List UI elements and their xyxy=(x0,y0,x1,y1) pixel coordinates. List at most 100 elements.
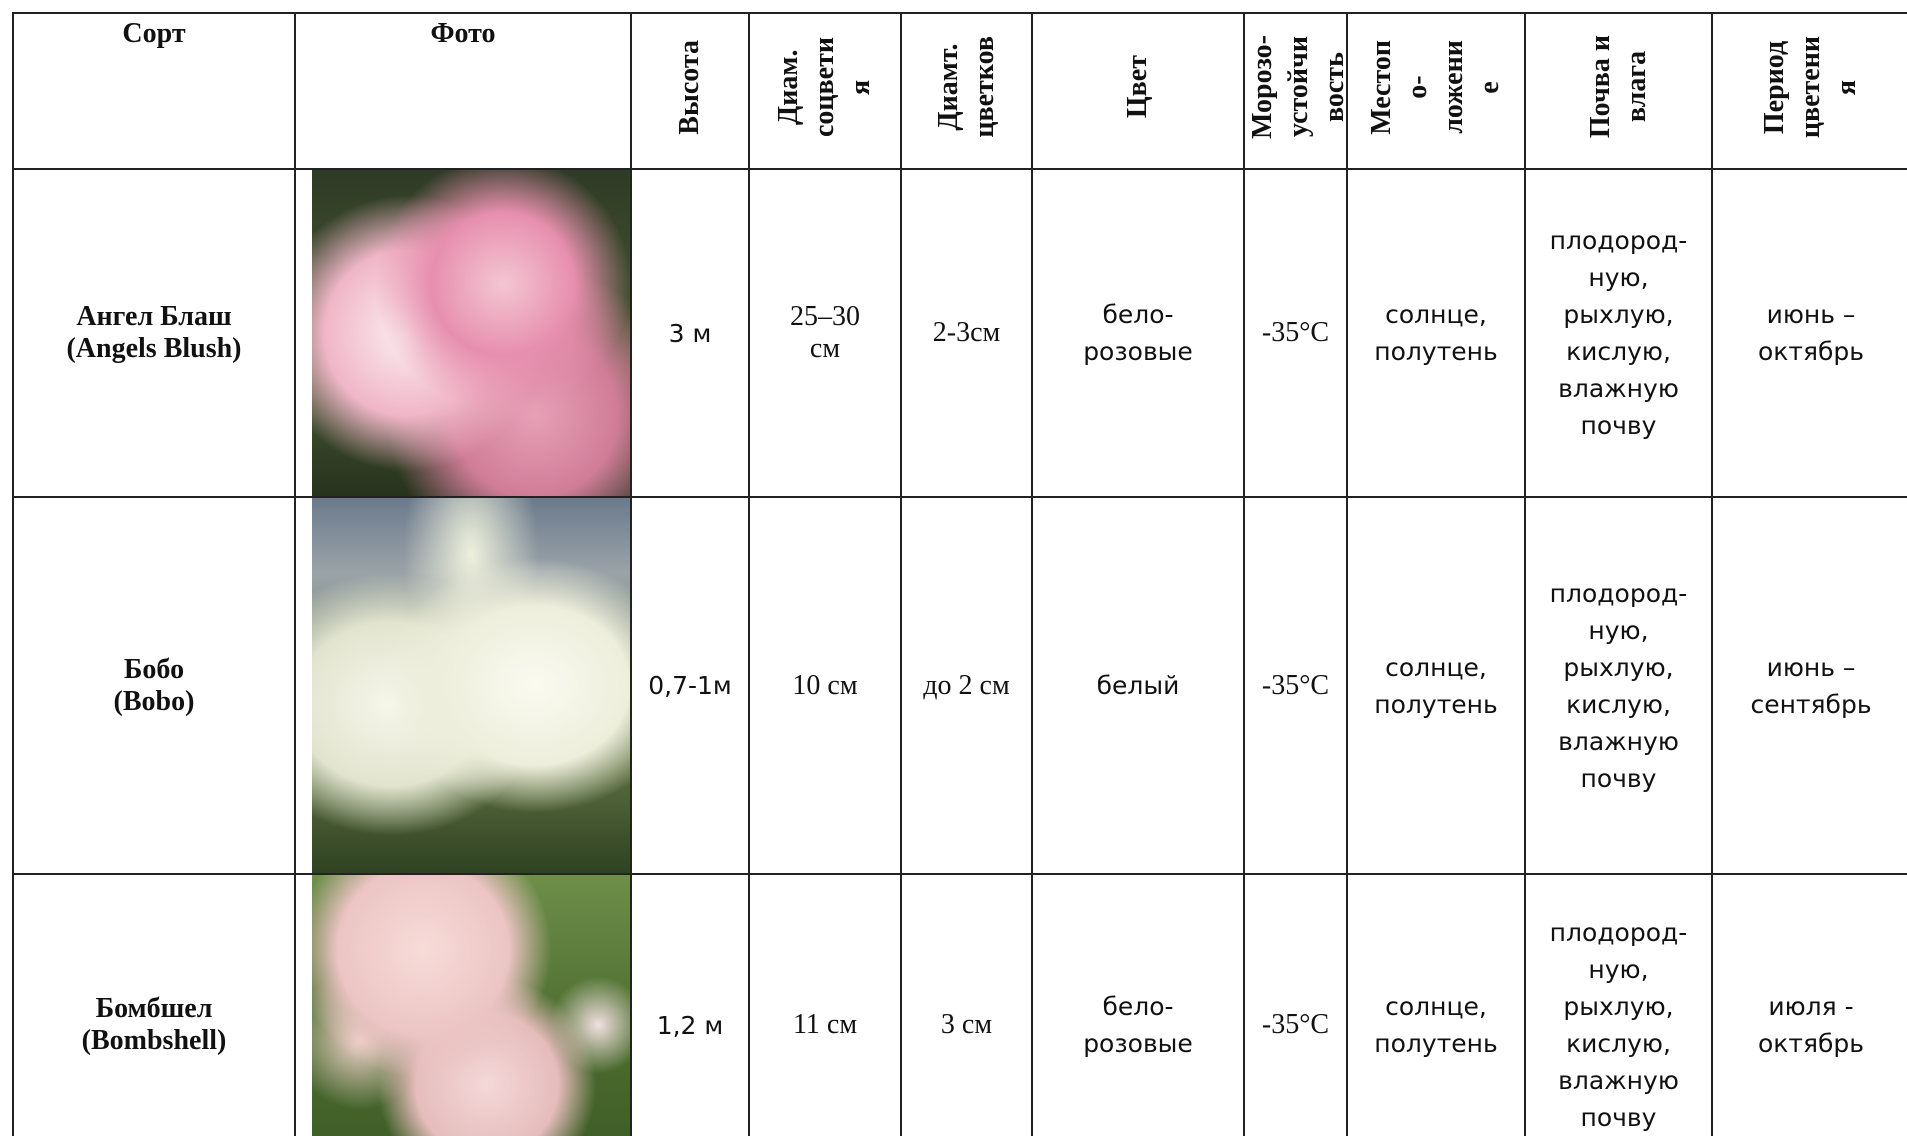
rotated-header: Диамт.цветков xyxy=(931,36,1003,138)
text-line: я xyxy=(1829,36,1865,138)
text-line: Местоп xyxy=(1364,40,1400,135)
data-cell: июнь –сентябрь xyxy=(1712,497,1907,874)
header-cell: Фото xyxy=(295,13,631,169)
data-cell: 3 м xyxy=(631,169,749,497)
data-cell: 1,2 м xyxy=(631,874,749,1136)
text-line: 11 см xyxy=(750,1009,900,1041)
text-line: Сорт xyxy=(14,18,294,50)
text-line: сентябрь xyxy=(1713,686,1907,723)
text-line: полутень xyxy=(1348,1025,1524,1062)
header-cell: Цвет xyxy=(1032,13,1244,169)
text-line: (Bobo) xyxy=(14,686,294,718)
header-cell: Сорт xyxy=(13,13,295,169)
text-line: (Angels Blush) xyxy=(14,333,294,365)
text-line: плодород- xyxy=(1526,222,1711,259)
text-line: почву xyxy=(1526,407,1711,444)
text-line: белый xyxy=(1033,667,1243,704)
header-cell: Высота xyxy=(631,13,749,169)
text-line: ную, xyxy=(1526,612,1711,649)
data-cell: -35°C xyxy=(1244,497,1347,874)
photo-cell xyxy=(295,169,631,497)
variety-cell: Ангел Блаш(Angels Blush) xyxy=(13,169,295,497)
text-line: -35°C xyxy=(1245,317,1346,349)
text-line: почву xyxy=(1526,1099,1711,1136)
text-line: ложени xyxy=(1436,40,1472,135)
text-line: Диамт. xyxy=(931,36,967,138)
data-cell: 3 см xyxy=(901,874,1032,1136)
text-line: июнь – xyxy=(1713,649,1907,686)
flower-photo xyxy=(312,498,630,873)
text-line: рыхлую, xyxy=(1526,988,1711,1025)
data-cell: 2-3см xyxy=(901,169,1032,497)
text-line: бело- xyxy=(1033,988,1243,1025)
text-line: -35°C xyxy=(1245,670,1346,702)
data-cell: до 2 см xyxy=(901,497,1032,874)
data-cell: июля -октябрь xyxy=(1712,874,1907,1136)
rotated-header: Высота xyxy=(672,40,708,135)
text-line: полутень xyxy=(1348,686,1524,723)
text-line: влага xyxy=(1619,35,1655,138)
data-cell: -35°C xyxy=(1244,169,1347,497)
text-line: 10 см xyxy=(750,670,900,702)
text-line: 25–30 xyxy=(750,301,900,333)
text-line: соцвети xyxy=(807,37,843,137)
text-line: влажную xyxy=(1526,1062,1711,1099)
text-line: солнце, xyxy=(1348,988,1524,1025)
text-line: Ангел Блаш xyxy=(14,301,294,333)
text-line: 3 см xyxy=(902,1009,1031,1041)
text-line: октябрь xyxy=(1713,1025,1907,1062)
text-line: бело- xyxy=(1033,296,1243,333)
data-cell: солнце,полутень xyxy=(1347,169,1525,497)
text-line: плодород- xyxy=(1526,914,1711,951)
text-line: кислую, xyxy=(1526,1025,1711,1062)
text-line: июнь – xyxy=(1713,296,1907,333)
data-cell: белый xyxy=(1032,497,1244,874)
data-cell: 11 см xyxy=(749,874,901,1136)
text-line: розовые xyxy=(1033,333,1243,370)
text-line: Почва и xyxy=(1583,35,1619,138)
data-cell: 0,7-1м xyxy=(631,497,749,874)
header-cell: Диамт.цветков xyxy=(901,13,1032,169)
text-line: вость xyxy=(1317,35,1347,139)
text-line: (Bombshell) xyxy=(14,1025,294,1057)
text-line: рыхлую, xyxy=(1526,649,1711,686)
text-line: Диам. xyxy=(771,37,807,137)
text-line: полутень xyxy=(1348,333,1524,370)
text-line: влажную xyxy=(1526,370,1711,407)
photo-cell xyxy=(295,874,631,1136)
text-line: -35°C xyxy=(1245,1009,1346,1041)
text-line: влажную xyxy=(1526,723,1711,760)
text-line: устойчи xyxy=(1281,35,1317,139)
text-line: 0,7-1м xyxy=(632,667,748,704)
photo-cell xyxy=(295,497,631,874)
text-line: 1,2 м xyxy=(632,1007,748,1044)
text-line: солнце, xyxy=(1348,649,1524,686)
text-line: Бомбшел xyxy=(14,993,294,1025)
text-line: розовые xyxy=(1033,1025,1243,1062)
text-line: е xyxy=(1472,40,1508,135)
text-line: почву xyxy=(1526,760,1711,797)
text-line: Цвет xyxy=(1120,55,1156,118)
text-line: Высота xyxy=(672,40,708,135)
text-line: плодород- xyxy=(1526,575,1711,612)
text-line: Фото xyxy=(296,18,630,50)
text-line: Морозо- xyxy=(1245,35,1281,139)
text-line: 3 м xyxy=(632,315,748,352)
